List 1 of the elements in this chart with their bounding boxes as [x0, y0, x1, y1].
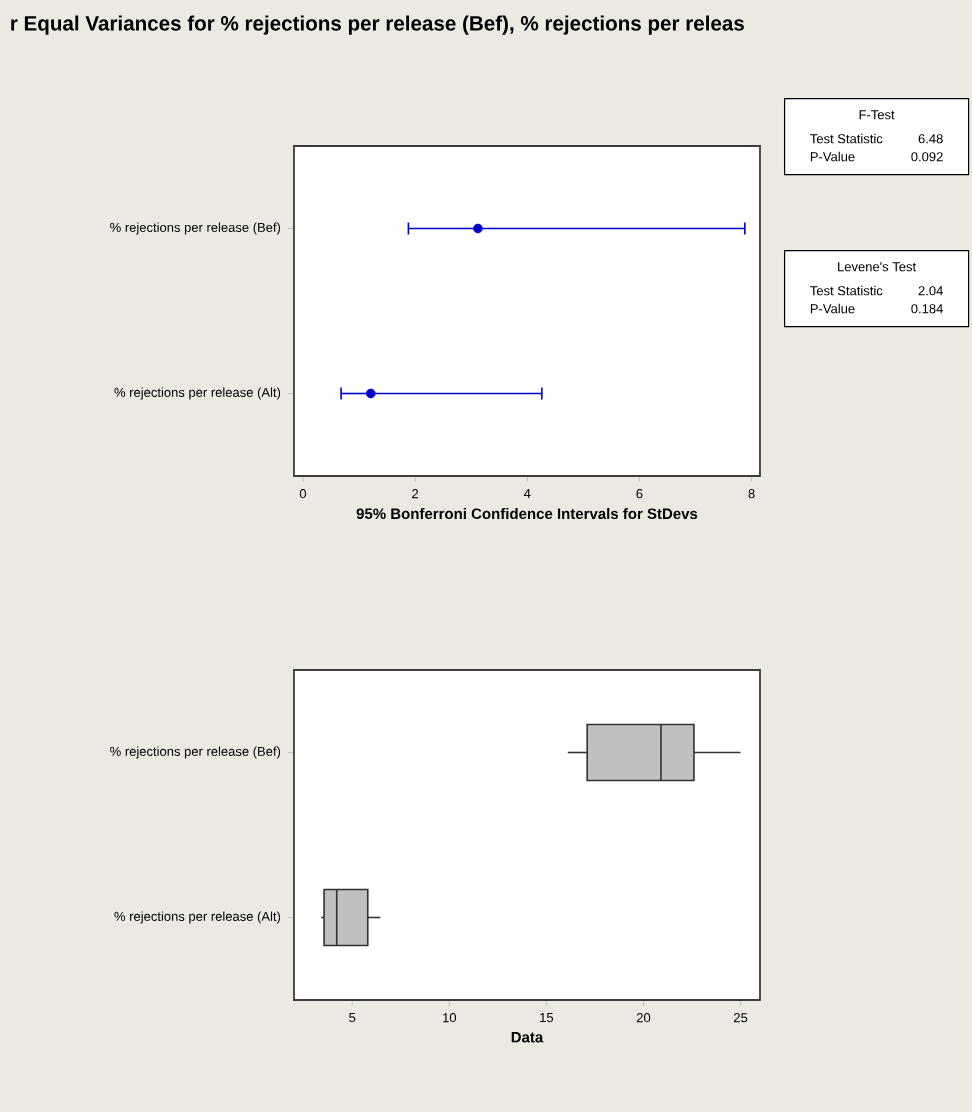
chart-title: r Equal Variances for % rejections per release (Bef), % rejections per releas	[11, 15, 744, 35]
